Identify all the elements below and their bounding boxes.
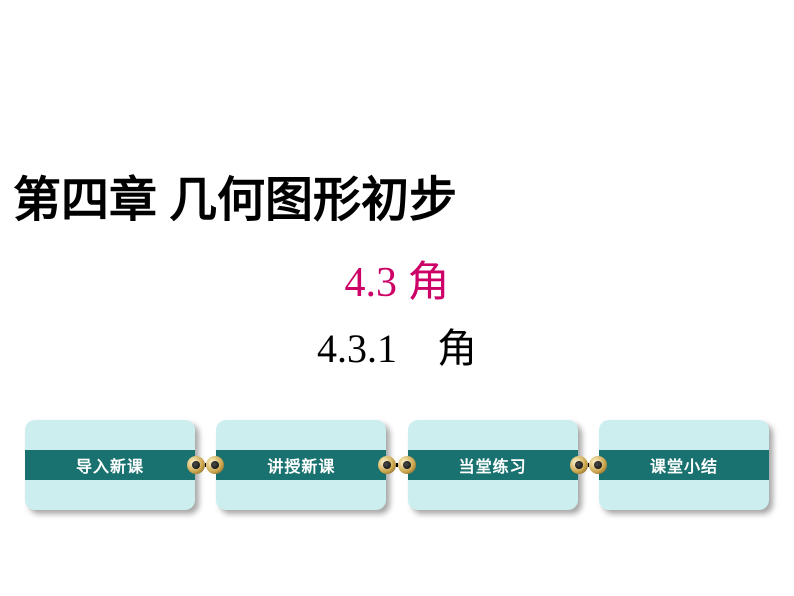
nav-connector bbox=[378, 450, 415, 480]
nav-label: 当堂练习 bbox=[459, 453, 527, 477]
nav-card-practice[interactable]: 当堂练习 bbox=[408, 420, 578, 510]
nav-label: 讲授新课 bbox=[267, 453, 335, 477]
chapter-title: 第四章 几何图形初步 bbox=[13, 160, 457, 230]
eyelet-icon bbox=[398, 456, 416, 474]
subsection-title: 4.3.1 角 bbox=[0, 316, 794, 374]
nav-band: 课堂小结 bbox=[599, 450, 769, 480]
nav-row: 导入新课 讲授新课 当堂练习 课堂小结 bbox=[25, 415, 769, 515]
eyelet-icon bbox=[378, 456, 396, 474]
eyelet-icon bbox=[570, 456, 588, 474]
nav-card-summary[interactable]: 课堂小结 bbox=[599, 420, 769, 510]
nav-band: 讲授新课 bbox=[216, 450, 386, 480]
nav-connector bbox=[187, 450, 224, 480]
nav-card-intro[interactable]: 导入新课 bbox=[25, 420, 195, 510]
nav-band: 导入新课 bbox=[25, 450, 195, 480]
nav-band: 当堂练习 bbox=[408, 450, 578, 480]
eyelet-icon bbox=[589, 456, 607, 474]
nav-card-teach[interactable]: 讲授新课 bbox=[216, 420, 386, 510]
section-title: 4.3 角 bbox=[0, 248, 794, 309]
nav-label: 课堂小结 bbox=[650, 453, 718, 477]
eyelet-icon bbox=[206, 456, 224, 474]
nav-connector bbox=[570, 450, 607, 480]
eyelet-icon bbox=[187, 456, 205, 474]
nav-label: 导入新课 bbox=[76, 453, 144, 477]
